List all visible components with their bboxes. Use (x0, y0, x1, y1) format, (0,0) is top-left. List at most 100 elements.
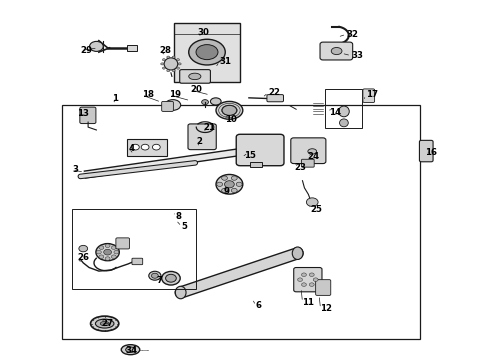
FancyBboxPatch shape (363, 89, 374, 103)
Text: 21: 21 (203, 123, 216, 132)
Circle shape (114, 250, 119, 254)
Circle shape (161, 63, 164, 65)
Ellipse shape (216, 102, 243, 119)
Ellipse shape (125, 347, 135, 352)
Circle shape (172, 56, 175, 58)
Circle shape (97, 250, 101, 254)
FancyBboxPatch shape (291, 138, 326, 163)
Text: 5: 5 (182, 222, 188, 231)
Ellipse shape (196, 45, 218, 60)
Text: 8: 8 (176, 212, 182, 221)
Bar (62, 105, 420, 339)
Ellipse shape (340, 119, 348, 127)
Ellipse shape (165, 100, 181, 111)
Text: 27: 27 (101, 319, 113, 328)
Ellipse shape (151, 273, 158, 278)
Circle shape (176, 67, 179, 69)
Ellipse shape (210, 98, 221, 105)
Circle shape (172, 69, 175, 72)
Text: 16: 16 (425, 148, 437, 157)
Circle shape (309, 283, 314, 287)
Text: 24: 24 (307, 152, 319, 161)
Circle shape (202, 100, 208, 105)
Circle shape (105, 244, 110, 248)
Ellipse shape (175, 286, 186, 299)
FancyBboxPatch shape (162, 102, 173, 111)
Circle shape (221, 176, 227, 180)
Text: 12: 12 (320, 304, 333, 313)
Circle shape (104, 249, 112, 255)
Circle shape (178, 63, 181, 65)
Bar (325, 89, 362, 128)
Text: 11: 11 (302, 298, 315, 307)
Text: 28: 28 (160, 46, 172, 55)
Circle shape (131, 144, 139, 150)
Circle shape (309, 273, 314, 276)
Ellipse shape (339, 106, 349, 117)
FancyBboxPatch shape (132, 258, 143, 265)
Circle shape (224, 181, 234, 188)
FancyBboxPatch shape (188, 124, 216, 150)
Circle shape (306, 198, 318, 206)
Text: 13: 13 (77, 109, 89, 118)
Text: 34: 34 (125, 346, 138, 355)
Text: 23: 23 (294, 163, 307, 172)
Bar (127, 139, 167, 156)
Text: 33: 33 (351, 51, 363, 60)
Circle shape (313, 278, 318, 282)
Text: 15: 15 (244, 151, 256, 160)
Text: 14: 14 (329, 108, 341, 117)
Ellipse shape (189, 39, 225, 65)
Bar (250, 162, 262, 167)
Ellipse shape (166, 274, 176, 282)
Circle shape (301, 283, 306, 287)
Circle shape (152, 144, 160, 150)
Ellipse shape (121, 345, 140, 355)
Text: 6: 6 (256, 301, 262, 310)
Circle shape (167, 69, 170, 72)
Circle shape (221, 188, 227, 193)
Ellipse shape (222, 105, 237, 115)
Circle shape (141, 144, 149, 150)
Ellipse shape (308, 149, 317, 154)
Ellipse shape (96, 244, 119, 261)
Text: 30: 30 (197, 28, 209, 37)
FancyBboxPatch shape (180, 69, 210, 83)
FancyBboxPatch shape (267, 95, 284, 102)
Ellipse shape (164, 58, 178, 70)
Circle shape (301, 273, 306, 276)
Circle shape (99, 255, 104, 258)
Circle shape (231, 188, 237, 193)
Circle shape (162, 67, 165, 69)
Text: 19: 19 (170, 90, 181, 99)
Circle shape (231, 176, 237, 180)
Polygon shape (174, 23, 240, 82)
Text: 25: 25 (311, 205, 322, 214)
Text: 7: 7 (156, 276, 163, 285)
Circle shape (90, 41, 103, 51)
FancyBboxPatch shape (236, 134, 284, 166)
Bar (72, 208, 196, 289)
Text: 31: 31 (220, 57, 232, 66)
Ellipse shape (189, 73, 201, 80)
Bar (127, 45, 137, 51)
Text: 4: 4 (129, 144, 135, 153)
FancyBboxPatch shape (320, 42, 353, 60)
Ellipse shape (91, 316, 119, 331)
Circle shape (99, 246, 104, 249)
Circle shape (111, 255, 116, 258)
Circle shape (162, 59, 165, 61)
Circle shape (176, 59, 179, 61)
Text: 29: 29 (80, 46, 92, 55)
Text: 18: 18 (142, 90, 154, 99)
Text: 1: 1 (113, 94, 119, 103)
Circle shape (79, 246, 88, 252)
Circle shape (217, 182, 222, 186)
Circle shape (111, 246, 116, 249)
FancyBboxPatch shape (116, 238, 129, 249)
Ellipse shape (216, 175, 243, 194)
Ellipse shape (292, 247, 303, 260)
Text: 3: 3 (72, 166, 78, 175)
Ellipse shape (149, 271, 161, 280)
FancyBboxPatch shape (80, 107, 96, 123)
